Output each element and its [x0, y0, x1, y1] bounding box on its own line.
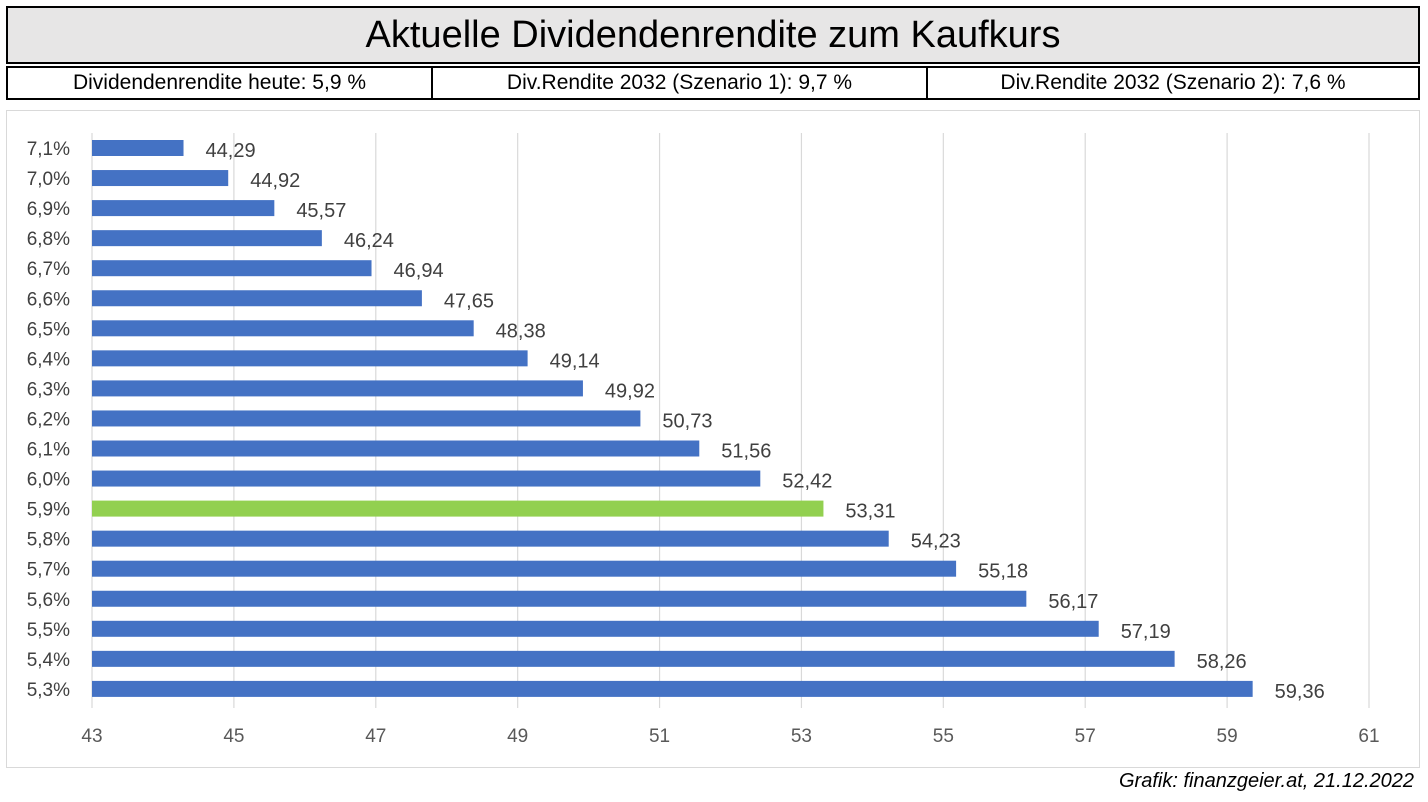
- value-label: 55,18: [978, 561, 1028, 583]
- bar: [92, 350, 528, 367]
- y-tick-label: 6,1%: [27, 440, 70, 461]
- y-tick-label: 6,4%: [27, 349, 70, 370]
- value-label: 50,73: [662, 410, 712, 432]
- y-tick-label: 5,7%: [27, 560, 70, 581]
- bar: [92, 230, 322, 247]
- info-row: Dividendenrendite heute: 5,9 % Div.Rendi…: [6, 66, 1420, 100]
- y-tick-label: 6,7%: [27, 259, 70, 280]
- bar: [92, 650, 1175, 667]
- x-tick-label: 49: [507, 726, 528, 747]
- value-label: 56,17: [1048, 591, 1098, 613]
- y-tick-label: 5,8%: [27, 530, 70, 551]
- value-label: 46,94: [394, 260, 444, 282]
- x-tick-label: 45: [223, 726, 244, 747]
- y-tick-label: 7,1%: [27, 139, 70, 160]
- value-label: 44,29: [206, 140, 256, 162]
- value-label: 59,36: [1275, 681, 1325, 703]
- value-label: 44,92: [250, 170, 300, 192]
- y-tick-label: 6,8%: [27, 229, 70, 250]
- bar: [92, 590, 1027, 607]
- value-label: 49,92: [605, 380, 655, 402]
- y-tick-label: 5,5%: [27, 620, 70, 641]
- x-tick-label: 61: [1358, 726, 1379, 747]
- info-scenario-2: Div.Rendite 2032 (Szenario 2): 7,6 %: [1000, 71, 1346, 94]
- value-label: 53,31: [845, 501, 895, 523]
- x-tick-label: 55: [933, 726, 954, 747]
- x-tick-label: 51: [649, 726, 670, 747]
- y-tick-label: 6,0%: [27, 470, 70, 491]
- bar: [92, 500, 824, 517]
- bar: [92, 380, 583, 397]
- x-tick-label: 59: [1217, 726, 1238, 747]
- bar: [92, 470, 761, 487]
- bar: [92, 560, 957, 577]
- chart-frame: [6, 110, 1420, 768]
- bar: [92, 290, 422, 307]
- bar: [92, 620, 1099, 637]
- bar: [92, 440, 700, 457]
- y-tick-label: 7,0%: [27, 169, 70, 190]
- value-label: 47,65: [444, 290, 494, 312]
- bar: [92, 200, 275, 217]
- bar: [92, 260, 372, 277]
- value-label: 57,19: [1121, 621, 1171, 643]
- value-label: 49,14: [550, 350, 600, 372]
- x-tick-label: 57: [1075, 726, 1096, 747]
- y-tick-label: 6,5%: [27, 319, 70, 340]
- y-tick-label: 5,3%: [27, 680, 70, 701]
- info-scenario-1: Div.Rendite 2032 (Szenario 1): 9,7 %: [433, 68, 928, 98]
- bar: [92, 140, 184, 156]
- value-label: 58,26: [1197, 651, 1247, 673]
- bar: [92, 320, 474, 337]
- value-label: 48,38: [496, 320, 546, 342]
- x-tick-label: 43: [81, 726, 102, 747]
- y-tick-label: 6,6%: [27, 289, 70, 310]
- value-label: 52,42: [782, 471, 832, 493]
- y-tick-label: 6,2%: [27, 409, 70, 430]
- chart-title: Aktuelle Dividendenrendite zum Kaufkurs: [6, 6, 1420, 64]
- credit-text: Grafik: finanzgeier.at, 21.12.2022: [1119, 770, 1414, 792]
- x-tick-label: 53: [791, 726, 812, 747]
- value-label: 51,56: [721, 441, 771, 463]
- bar: [92, 530, 889, 547]
- value-label: 54,23: [911, 531, 961, 553]
- bar: [92, 410, 641, 427]
- bar: [92, 170, 229, 187]
- value-label: 46,24: [344, 230, 394, 252]
- y-tick-label: 5,9%: [27, 500, 70, 521]
- value-label: 45,57: [296, 200, 346, 222]
- x-tick-label: 47: [365, 726, 386, 747]
- y-tick-label: 5,6%: [27, 590, 70, 611]
- y-tick-label: 6,9%: [27, 199, 70, 220]
- y-tick-label: 5,4%: [27, 650, 70, 671]
- bar: [92, 680, 1253, 697]
- info-current-yield: Dividendenrendite heute: 5,9 %: [8, 68, 433, 98]
- y-tick-label: 6,3%: [27, 379, 70, 400]
